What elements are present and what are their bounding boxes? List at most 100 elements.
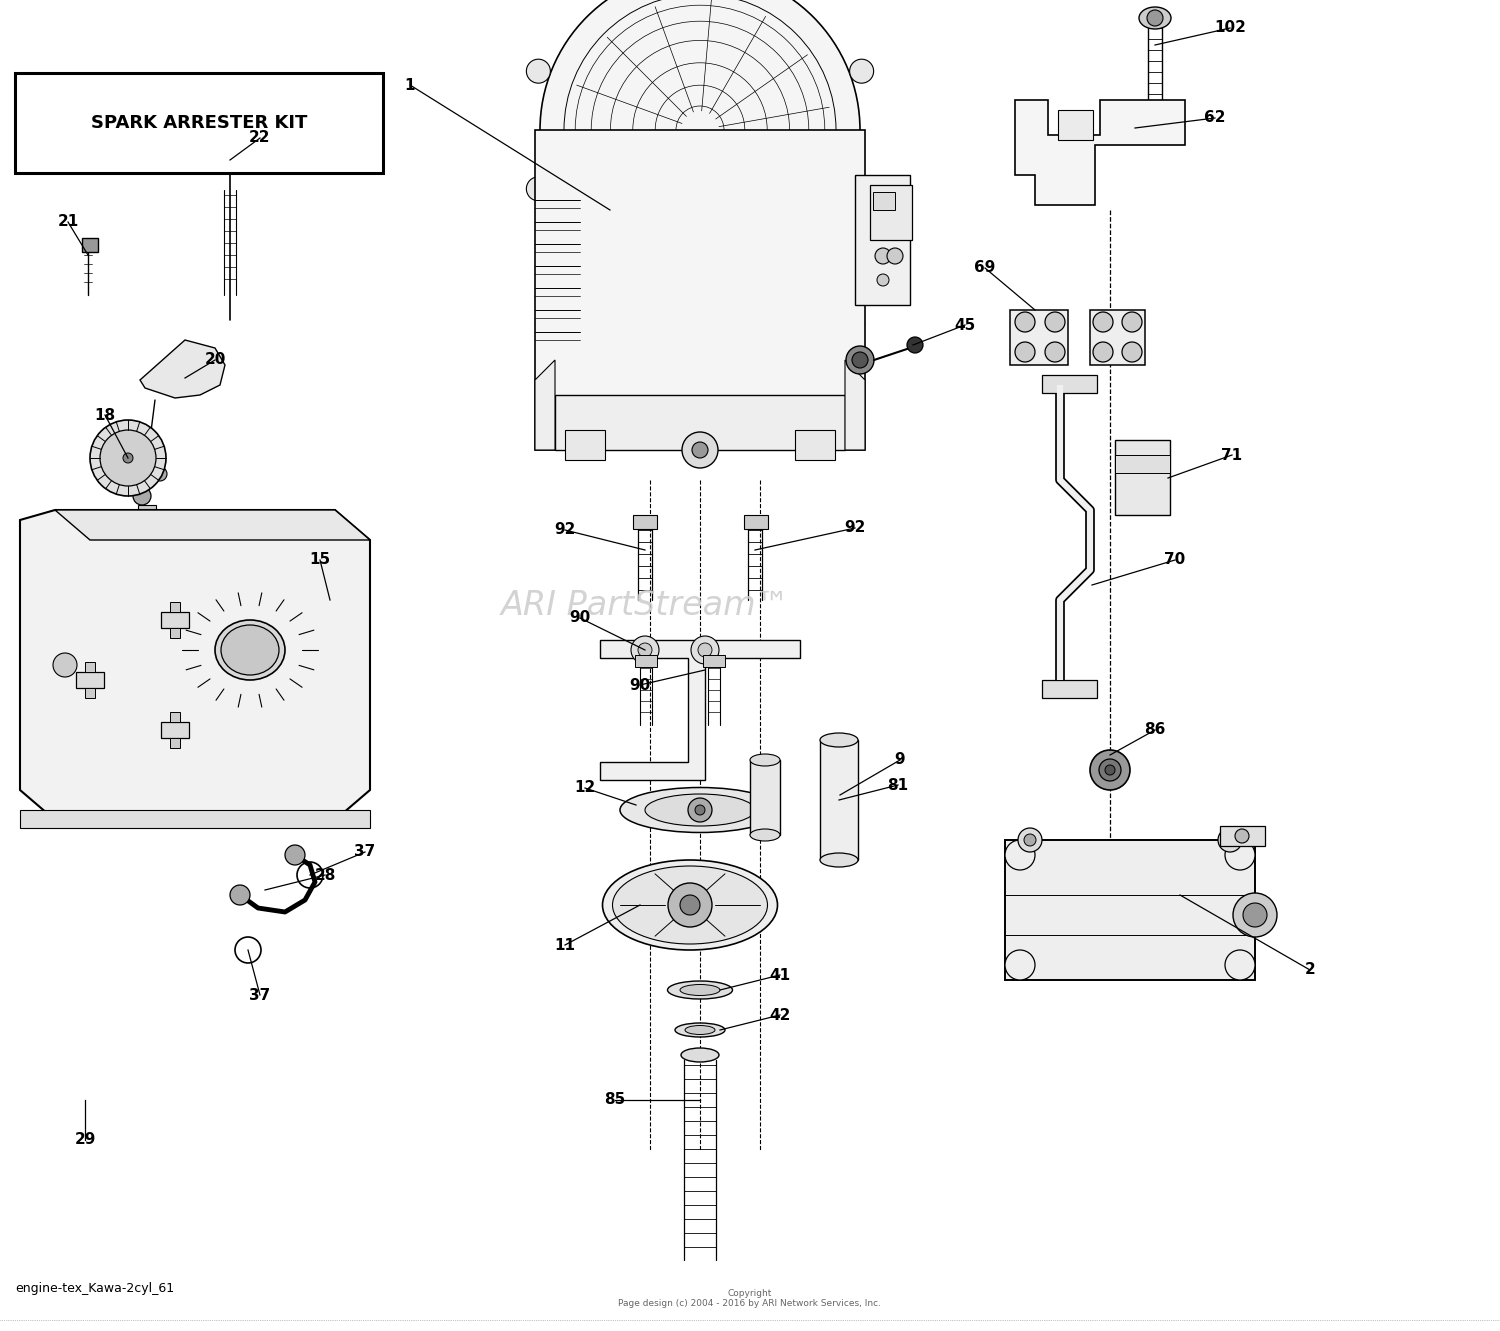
- Bar: [82, 238, 98, 252]
- Circle shape: [1234, 829, 1250, 843]
- Bar: [873, 192, 895, 210]
- Bar: [1058, 110, 1094, 140]
- Text: 102: 102: [1214, 20, 1246, 36]
- Circle shape: [698, 643, 712, 658]
- Bar: [86, 662, 94, 672]
- Circle shape: [680, 894, 700, 914]
- Text: 92: 92: [555, 523, 576, 538]
- Circle shape: [90, 421, 166, 496]
- Bar: [855, 174, 910, 305]
- Ellipse shape: [821, 733, 858, 747]
- Bar: [160, 721, 189, 737]
- Text: 90: 90: [570, 611, 591, 626]
- Text: 62: 62: [1204, 110, 1225, 125]
- Bar: [170, 737, 180, 748]
- Bar: [750, 760, 780, 835]
- Text: 85: 85: [604, 1093, 625, 1107]
- Circle shape: [688, 799, 712, 823]
- Text: 18: 18: [94, 407, 116, 422]
- Bar: [1114, 455, 1170, 473]
- Circle shape: [682, 433, 718, 469]
- Circle shape: [1016, 342, 1035, 362]
- Circle shape: [849, 177, 873, 201]
- Circle shape: [1046, 311, 1065, 331]
- Text: 28: 28: [315, 868, 336, 882]
- Polygon shape: [600, 640, 800, 780]
- Bar: [1005, 840, 1256, 980]
- Ellipse shape: [612, 866, 768, 944]
- Circle shape: [285, 845, 304, 865]
- Polygon shape: [536, 359, 555, 450]
- Text: 90: 90: [630, 677, 651, 692]
- Circle shape: [1218, 828, 1242, 852]
- Bar: [821, 740, 858, 860]
- Circle shape: [1233, 893, 1276, 937]
- Bar: [160, 612, 189, 628]
- Circle shape: [526, 177, 550, 201]
- Text: 37: 37: [249, 988, 270, 1002]
- Polygon shape: [140, 339, 225, 398]
- Circle shape: [1106, 765, 1114, 775]
- Ellipse shape: [681, 1047, 718, 1062]
- Bar: [170, 712, 180, 721]
- Circle shape: [123, 453, 134, 463]
- Text: 37: 37: [354, 844, 375, 860]
- Ellipse shape: [750, 753, 780, 767]
- Bar: [633, 515, 657, 528]
- Circle shape: [53, 654, 76, 677]
- Circle shape: [908, 337, 922, 353]
- Text: Copyright
Page design (c) 2004 - 2016 by ARI Network Services, Inc.: Copyright Page design (c) 2004 - 2016 by…: [618, 1288, 882, 1308]
- Ellipse shape: [680, 985, 720, 996]
- Text: engine-tex_Kawa-2cyl_61: engine-tex_Kawa-2cyl_61: [15, 1282, 174, 1295]
- Text: 71: 71: [1221, 447, 1242, 462]
- Text: 9: 9: [894, 752, 906, 768]
- Text: 1: 1: [405, 77, 416, 92]
- Polygon shape: [56, 510, 370, 540]
- Text: 69: 69: [975, 261, 996, 276]
- Text: 41: 41: [770, 968, 790, 982]
- Circle shape: [632, 636, 658, 664]
- Ellipse shape: [1138, 7, 1172, 29]
- Bar: [555, 395, 844, 450]
- Circle shape: [1090, 749, 1130, 791]
- Ellipse shape: [686, 1025, 716, 1034]
- Bar: [15, 73, 382, 173]
- Text: 42: 42: [770, 1008, 790, 1022]
- Text: 92: 92: [844, 520, 865, 535]
- Circle shape: [886, 248, 903, 264]
- Bar: [744, 515, 768, 528]
- Circle shape: [1100, 759, 1120, 781]
- Text: 2: 2: [1305, 962, 1316, 977]
- Circle shape: [852, 351, 868, 367]
- Polygon shape: [844, 359, 865, 450]
- Bar: [76, 672, 104, 688]
- Text: 22: 22: [249, 130, 270, 145]
- Text: 21: 21: [57, 214, 78, 229]
- Bar: [795, 430, 836, 461]
- Ellipse shape: [603, 860, 777, 950]
- Bar: [170, 602, 180, 612]
- Circle shape: [1024, 835, 1036, 847]
- Text: 45: 45: [954, 318, 975, 333]
- Circle shape: [1122, 311, 1142, 331]
- Text: 12: 12: [574, 780, 596, 796]
- Bar: [1042, 375, 1096, 393]
- Ellipse shape: [220, 126, 240, 154]
- Circle shape: [153, 467, 166, 480]
- Circle shape: [1148, 11, 1162, 27]
- Text: SPARK ARRESTER KIT: SPARK ARRESTER KIT: [90, 114, 308, 132]
- Ellipse shape: [620, 788, 780, 832]
- Circle shape: [1019, 828, 1042, 852]
- Circle shape: [1016, 311, 1035, 331]
- Circle shape: [694, 805, 705, 815]
- Text: ARI PartStream™: ARI PartStream™: [501, 590, 789, 622]
- Text: 15: 15: [309, 552, 330, 567]
- Circle shape: [1122, 342, 1142, 362]
- Bar: [170, 628, 180, 638]
- Bar: [1010, 310, 1068, 365]
- Circle shape: [692, 636, 718, 664]
- Ellipse shape: [750, 829, 780, 841]
- Bar: [1090, 310, 1144, 365]
- Ellipse shape: [645, 795, 754, 827]
- Ellipse shape: [668, 981, 732, 1000]
